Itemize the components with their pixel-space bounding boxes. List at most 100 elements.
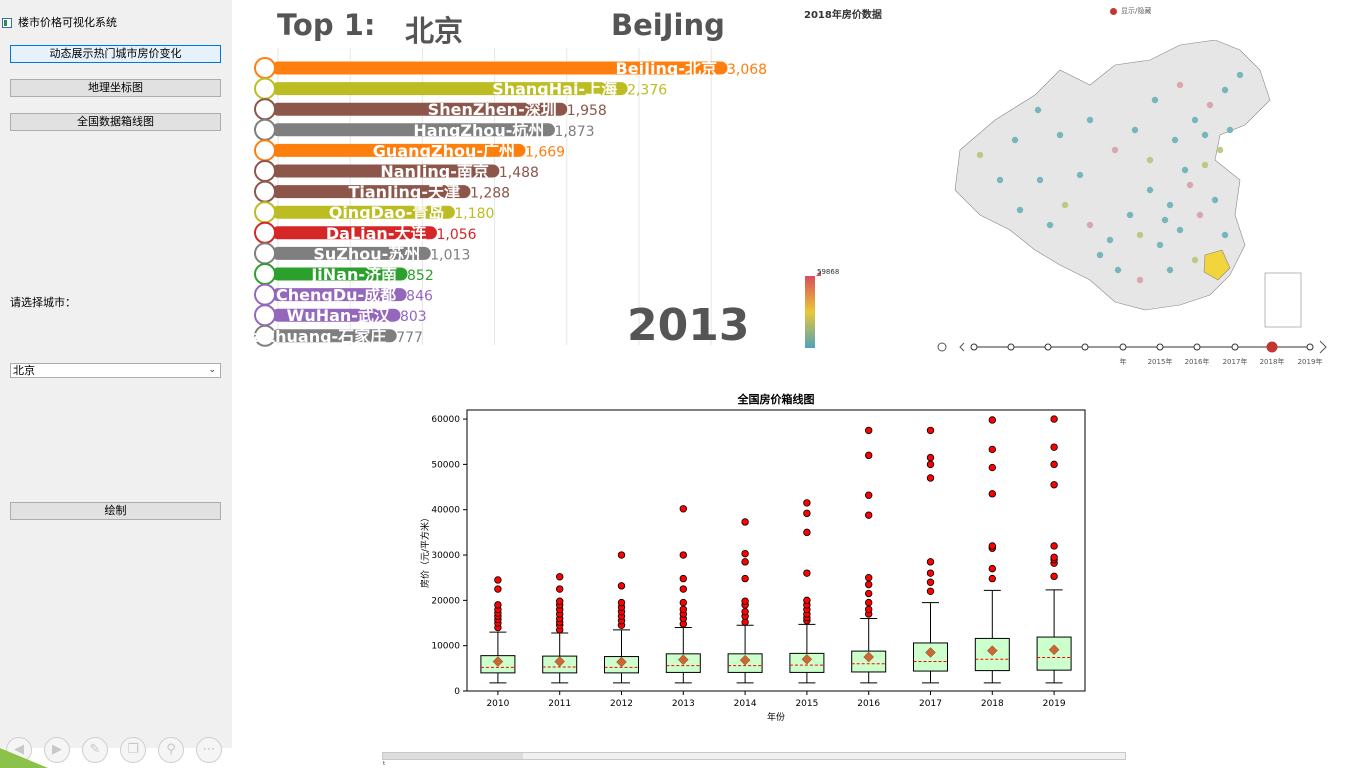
- china-outline: [954, 40, 1271, 311]
- mean-marker: [801, 653, 813, 665]
- map-title: 2018年房价数据: [804, 10, 882, 21]
- city-price-point: [1201, 131, 1209, 139]
- outlier-point: [803, 499, 811, 507]
- x-tick-label: 2018: [981, 699, 1004, 709]
- china-map-svg[interactable]: [940, 40, 1320, 340]
- city-select-label: 请选择城市：: [10, 296, 76, 309]
- horizontal-scrollbar[interactable]: [382, 752, 1126, 760]
- geo-coordinate-map-button[interactable]: 地理坐标图: [10, 79, 221, 97]
- legend-dot-icon: [1110, 7, 1117, 15]
- timeline-node: [1231, 343, 1239, 351]
- race-bar-label: TianJing-天津: [348, 183, 460, 202]
- outlier-point: [926, 587, 935, 595]
- city-price-point: [1201, 161, 1209, 169]
- timeline-label: 2017年: [1223, 357, 1248, 366]
- race-bar-label: DaLian-大连: [326, 224, 428, 243]
- draw-button[interactable]: 绘制: [10, 502, 221, 520]
- title-bar: 楼市价格可视化系统: [0, 14, 232, 32]
- timeline-node: [1266, 341, 1278, 353]
- x-tick-label: 2011: [548, 699, 571, 709]
- window-icon[interactable]: ❐: [120, 737, 146, 763]
- race-bar-circle: [254, 324, 276, 347]
- city-price-point: [976, 151, 984, 159]
- timeline-label: 2019年: [1298, 357, 1323, 366]
- city-price-point: [1096, 251, 1104, 259]
- visual-map-max: 59868: [817, 268, 840, 276]
- race-bar-label: BeiJing-北京: [616, 59, 717, 78]
- outlier-point: [617, 582, 626, 590]
- city-price-point: [1216, 146, 1224, 154]
- city-price-point: [1166, 266, 1174, 274]
- outlier-point: [1050, 542, 1058, 550]
- outlier-point: [679, 551, 687, 559]
- city-price-point: [1221, 231, 1229, 239]
- plot-frame: [466, 409, 1086, 692]
- race-bar-label: ShangHai-上海: [492, 80, 617, 99]
- national-boxplot-button[interactable]: 全国数据箱线图: [10, 113, 221, 131]
- x-axis-label: 年份: [767, 711, 785, 723]
- timeline-prev-icon: [959, 342, 965, 352]
- x-tick-label: 2014: [734, 699, 757, 709]
- city-price-point: [996, 176, 1004, 184]
- race-bar-circle: [254, 77, 276, 100]
- city-price-point: [1161, 216, 1169, 224]
- race-bar-circle: [254, 242, 276, 265]
- visual-map-gradient[interactable]: [805, 276, 815, 348]
- city-price-point: [1211, 196, 1219, 204]
- more-icon[interactable]: ⋯: [196, 737, 222, 763]
- timeline-label: 2016年: [1185, 357, 1210, 366]
- forward-arrow-icon[interactable]: ▶: [44, 737, 70, 763]
- outlier-point: [741, 574, 749, 583]
- chevron-down-icon: ⌄: [208, 365, 216, 375]
- pencil-icon[interactable]: ✎: [82, 737, 108, 763]
- city-price-point: [1136, 276, 1144, 284]
- outlier-point: [988, 416, 996, 424]
- race-bar-value: 1,958: [567, 103, 607, 119]
- mean-marker: [925, 647, 936, 658]
- y-tick-label: 40000: [431, 506, 460, 516]
- race-bar-circle: [254, 98, 276, 121]
- x-tick-label: 2012: [610, 699, 633, 709]
- race-bar-circle: [254, 304, 276, 327]
- y-axis-label: 房价（元/平方米）: [419, 513, 431, 588]
- boxplot-title: 全国房价箱线图: [737, 392, 815, 406]
- race-bar-label: GuangZhou-广州: [373, 141, 515, 160]
- city-price-point: [1191, 116, 1199, 124]
- city-price-point: [1206, 101, 1214, 109]
- x-tick-label: 2019: [1043, 699, 1066, 709]
- race-bar-circle: [254, 180, 276, 203]
- outlier-point: [555, 573, 564, 581]
- city-price-point: [1146, 186, 1154, 194]
- outlier-point: [679, 505, 687, 513]
- animate-hot-cities-button[interactable]: 动态展示热门城市房价变化: [10, 45, 221, 63]
- mean-marker: [863, 651, 875, 663]
- city-price-point: [1016, 206, 1024, 214]
- visual-map-handle-icon[interactable]: [816, 270, 821, 276]
- city-price-point: [1186, 181, 1194, 189]
- race-bar-label: ShenZhen-深圳: [428, 100, 557, 119]
- outlier-point: [865, 491, 873, 499]
- race-bar-value: 1,056: [436, 227, 476, 243]
- timeline-node: [1081, 343, 1089, 351]
- green-corner-decoration: [0, 748, 48, 768]
- outlier-point: [741, 558, 749, 566]
- race-bar-value: 846: [406, 289, 433, 305]
- zoom-icon[interactable]: ⚲: [158, 737, 184, 763]
- city-price-point: [1061, 201, 1069, 209]
- x-tick-label: 2017: [919, 699, 942, 709]
- x-tick-label: 2016: [857, 699, 880, 709]
- scrollbar-thumb[interactable]: [383, 753, 523, 759]
- race-bar-value: 1,180: [454, 206, 494, 222]
- outlier-point: [926, 474, 935, 482]
- race-top-label: Top 1:: [277, 8, 376, 42]
- city-price-point: [1196, 211, 1204, 219]
- race-bar-value: 852: [407, 268, 434, 284]
- map-legend-toggle[interactable]: 显示/隐藏: [1110, 6, 1151, 16]
- app-icon: [2, 18, 12, 28]
- race-bar-value: 1,288: [470, 186, 510, 202]
- timeline[interactable]: 年 2015年 2016年 2017年 2018年 2019年: [930, 336, 1330, 368]
- outlier-point: [988, 490, 996, 498]
- bar-chart-race: BeiJing-北京 3,068 ShangHai-上海 2,376 ShenZhen-…: [250, 0, 790, 351]
- city-price-point: [1046, 221, 1054, 229]
- city-select[interactable]: 北京 ⌄: [10, 363, 221, 378]
